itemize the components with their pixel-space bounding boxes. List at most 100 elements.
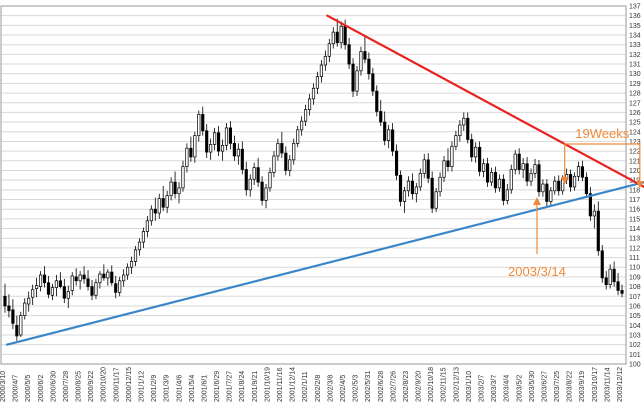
x-tick-label: 2002/5/31 <box>365 371 372 402</box>
candle-body <box>363 51 367 60</box>
candle-body <box>82 274 86 280</box>
candle-body <box>153 208 157 214</box>
candle-body <box>236 148 240 157</box>
candle-body <box>572 175 577 188</box>
y-tick-label: 109 <box>629 274 641 281</box>
candle-body <box>189 147 193 158</box>
candle-body <box>311 87 316 100</box>
y-tick-label: 137 <box>629 4 641 11</box>
candle-body <box>106 271 110 279</box>
x-tick-label: 2001/3/9 <box>164 375 171 402</box>
y-tick-label: 112 <box>629 245 640 252</box>
candle-body <box>114 283 118 293</box>
candle-body <box>240 148 244 170</box>
candle-body <box>375 90 379 112</box>
candle-body <box>553 180 557 192</box>
candle-body <box>177 187 181 195</box>
arrow-down-icon <box>635 181 644 188</box>
y-tick-label: 110 <box>629 265 640 272</box>
x-tick-label: 2002/8/23 <box>403 371 410 402</box>
candle-body <box>7 305 11 312</box>
x-tick-label: 2001/7/27 <box>227 371 234 402</box>
x-tick-label: 2002/5/3 <box>353 375 360 402</box>
y-tick-label: 133 <box>629 42 641 49</box>
candle-body <box>137 241 142 251</box>
candle-body <box>35 285 39 289</box>
x-tick-label: 2001/9/21 <box>252 371 259 402</box>
x-tick-label: 2001/12/14 <box>290 367 297 402</box>
candle-body <box>23 302 27 316</box>
candle-body <box>62 286 66 299</box>
x-tick-label: 2001/8/24 <box>239 371 246 402</box>
candle-body <box>612 268 616 283</box>
candle-body <box>205 130 209 153</box>
candle-body <box>98 273 102 284</box>
candle-body <box>90 286 94 296</box>
candle-body <box>406 180 411 192</box>
candle-body <box>102 273 106 279</box>
y-tick-label: 115 <box>629 216 640 223</box>
candle-body <box>545 183 549 202</box>
candle-body <box>110 271 114 284</box>
x-tick-label: 2000/5/5 <box>25 375 32 402</box>
candle-body <box>300 120 304 131</box>
candle-body <box>161 198 165 208</box>
candle-body <box>280 143 284 154</box>
candle-body <box>525 163 529 182</box>
candle-body <box>588 193 592 217</box>
y-tick-label: 135 <box>629 23 641 30</box>
x-tick-label: 2003/11/14 <box>604 367 611 402</box>
candle-body <box>193 135 197 158</box>
x-tick-label: 2002/9/20 <box>416 371 423 402</box>
candle-body <box>141 231 145 243</box>
candle-body <box>264 187 268 201</box>
arrow-up-icon <box>532 197 541 205</box>
candle-body <box>359 51 363 72</box>
candle-body <box>54 280 58 288</box>
candle-body <box>86 278 90 287</box>
candle-body <box>70 275 74 291</box>
y-tick-label: 130 <box>629 71 641 78</box>
candle-body <box>446 160 450 167</box>
x-tick-label: 2001/1/12 <box>139 371 146 402</box>
candle-body <box>216 132 221 152</box>
candle-body <box>489 172 494 183</box>
candle-body <box>505 189 509 201</box>
candle-body <box>157 198 161 214</box>
y-tick-label: 113 <box>629 236 640 243</box>
y-tick-label: 107 <box>629 294 641 301</box>
candle-body <box>497 178 501 189</box>
candle-body <box>213 132 217 145</box>
candle-body <box>434 191 438 209</box>
candle-body <box>42 274 47 284</box>
candle-body <box>331 31 335 45</box>
y-tick-label: 106 <box>629 303 641 310</box>
x-tick-label: 2001/11/16 <box>277 367 284 402</box>
candle-body <box>418 173 422 188</box>
candle-body <box>592 210 596 217</box>
candle-body <box>347 44 351 65</box>
x-tick-label: 2000/9/22 <box>88 371 95 402</box>
x-tick-label: 2001/4/6 <box>176 375 183 402</box>
x-tick-label: 2001/10/19 <box>264 367 271 402</box>
x-tick-label: 2000/10/20 <box>101 367 108 402</box>
y-tick-label: 124 <box>629 129 641 136</box>
y-tick-label: 131 <box>629 62 641 69</box>
x-tick-label: 2002/4/5 <box>340 375 347 402</box>
candle-body <box>422 159 426 174</box>
candle-body <box>387 129 391 141</box>
x-tick-label: 2003/3/7 <box>491 375 498 402</box>
candle-body <box>521 163 525 170</box>
candle-body <box>260 181 264 201</box>
y-tick-label: 134 <box>629 33 641 40</box>
candle-body <box>454 135 458 147</box>
candle-body <box>78 274 82 282</box>
candle-body <box>478 146 482 172</box>
y-tick-label: 116 <box>629 207 640 214</box>
candle-body <box>450 145 454 167</box>
candle-body <box>466 117 470 140</box>
x-tick-label: 2001/6/29 <box>214 371 221 402</box>
x-tick-label: 2003/4/4 <box>504 375 511 402</box>
x-tick-label: 2003/6/27 <box>541 371 548 402</box>
candle-body <box>482 163 486 172</box>
